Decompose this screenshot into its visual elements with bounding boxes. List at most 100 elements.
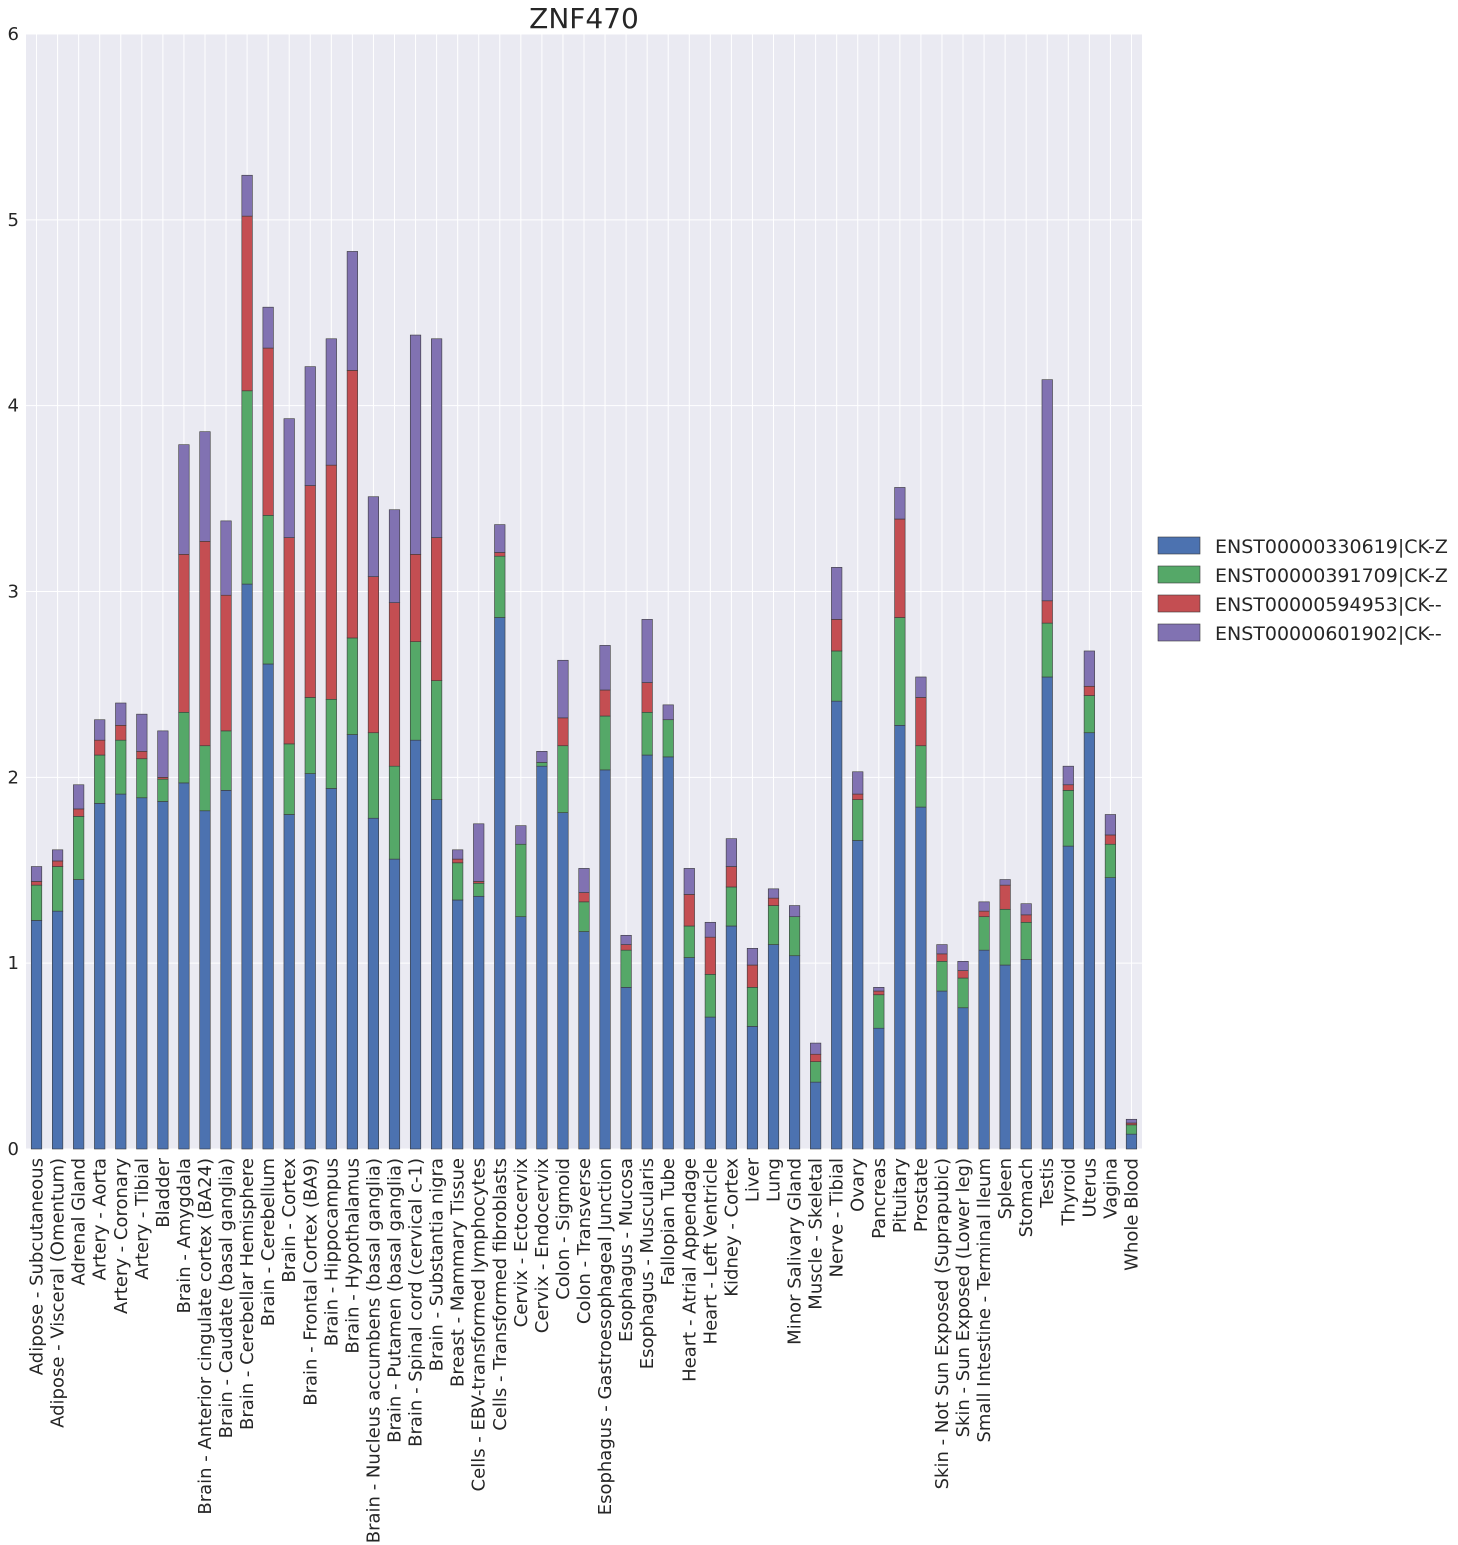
bar-segment-series-3	[199, 541, 211, 747]
bar-segment-series-1	[1062, 845, 1074, 1150]
bar-segment-series-4	[957, 961, 969, 971]
x-tick-label: Brain - Spinal cord (cervical c-1)	[406, 1158, 427, 1447]
y-tick-label: 4	[8, 396, 19, 417]
bar-segment-series-4	[452, 849, 464, 860]
x-tick-label: Esophagus - Mucosa	[616, 1158, 637, 1342]
bar-segment-series-1	[936, 990, 948, 1150]
bar-segment-series-2	[725, 886, 737, 927]
bar-segment-series-3	[936, 953, 948, 962]
x-tick-label: Stomach	[1016, 1158, 1037, 1237]
x-tick-label: Skin - Not Sun Exposed (Suprapubic)	[932, 1158, 953, 1489]
bar-segment-series-2	[283, 743, 295, 815]
bar-segment-series-2	[894, 617, 906, 726]
x-tick-label: Brain - Nucleus accumbens (basal ganglia…	[363, 1158, 384, 1543]
bar-segment-series-1	[367, 817, 379, 1150]
y-tick-label: 6	[8, 24, 19, 45]
bar-segment-series-1	[599, 769, 611, 1150]
x-tick-label: Brain - Putamen (basal ganglia)	[384, 1158, 405, 1443]
bar-segment-series-1	[94, 803, 106, 1150]
bar-segment-series-2	[957, 977, 969, 1009]
bar-segment-series-2	[325, 698, 337, 789]
bar-segment-series-2	[494, 555, 506, 618]
x-tick-label: Colon - Transverse	[574, 1158, 595, 1324]
bar-segment-series-4	[557, 659, 569, 719]
x-tick-label: Bladder	[153, 1157, 174, 1227]
bar-segment-series-1	[536, 765, 548, 1150]
bar-segment-series-1	[304, 773, 316, 1150]
bar-segment-series-4	[157, 730, 169, 778]
bar-segment-series-4	[325, 338, 337, 466]
y-axis: 0 1 2 3 4 5 6	[8, 24, 19, 1160]
bar-segment-series-1	[1041, 676, 1053, 1150]
bar-segment-series-4	[304, 366, 316, 486]
bar-segment-series-1	[683, 957, 695, 1150]
y-tick-label: 1	[8, 953, 19, 974]
bar-segment-series-4	[30, 866, 43, 882]
bar-segment-series-1	[831, 700, 843, 1150]
bar-segment-series-3	[115, 724, 127, 741]
bar-segment-series-4	[683, 868, 695, 895]
bar-segment-series-3	[388, 602, 401, 767]
bar-segment-series-2	[662, 719, 674, 758]
bar-segment-series-1	[473, 895, 485, 1150]
bar-segment-series-1	[283, 814, 295, 1150]
bar-segment-series-4	[473, 823, 485, 882]
bar-segment-series-1	[30, 920, 43, 1150]
bar-segment-series-1	[557, 812, 569, 1150]
bar-segment-series-2	[1083, 695, 1095, 734]
bar-segment-series-4	[536, 751, 548, 763]
bar-segment-series-1	[999, 964, 1011, 1150]
bar-segment-series-4	[73, 784, 85, 810]
bar-segment-series-4	[894, 487, 906, 520]
bar-segment-series-3	[852, 793, 864, 800]
bar-segment-series-3	[304, 485, 316, 698]
chart-title: ZNF470	[529, 2, 639, 35]
bar-segment-series-3	[1041, 600, 1053, 624]
legend-swatch	[1157, 623, 1201, 642]
bars	[30, 174, 1138, 1150]
bar-segment-series-2	[536, 762, 548, 767]
x-tick-label: Muscle - Skeletal	[806, 1158, 827, 1310]
bar-segment-series-1	[957, 1007, 969, 1150]
bar-segment-series-1	[725, 925, 737, 1150]
bar-segment-series-3	[704, 936, 716, 975]
bar-segment-series-2	[978, 916, 990, 951]
bar-segment-series-3	[136, 751, 148, 760]
bar-segment-series-2	[262, 515, 274, 665]
x-tick-label: Artery - Aorta	[90, 1158, 111, 1280]
x-tick-label: Skin - Sun Exposed (Lower leg)	[953, 1158, 974, 1437]
bar-segment-series-4	[810, 1042, 822, 1055]
bar-segment-series-4	[388, 509, 401, 603]
bar-segment-series-1	[746, 1026, 759, 1150]
x-tick-label: Minor Salivary Gland	[785, 1158, 806, 1345]
bar-segment-series-3	[241, 215, 253, 392]
bar-segment-series-2	[1104, 843, 1116, 878]
y-tick-label: 2	[8, 767, 19, 788]
bar-segment-series-1	[662, 756, 674, 1150]
bar-segment-series-2	[578, 901, 590, 932]
bar-segment-series-4	[409, 334, 422, 555]
x-tick-label: Lung	[764, 1158, 785, 1202]
bar-segment-series-4	[999, 879, 1011, 886]
bar-segment-series-3	[915, 697, 927, 747]
x-tick-label: Brain - Cortex	[279, 1158, 300, 1283]
bar-segment-series-3	[767, 897, 780, 906]
bar-segment-series-4	[746, 947, 759, 966]
bar-segment-series-2	[115, 739, 127, 795]
x-tick-label: Artery - Tibial	[132, 1158, 153, 1280]
bar-segment-series-2	[1020, 921, 1032, 960]
bar-segment-series-4	[1020, 903, 1032, 916]
x-tick-label: Adrenal Gland	[69, 1158, 90, 1285]
x-tick-label: Adipose - Subcutaneous	[27, 1158, 48, 1375]
x-tick-label: Prostate	[911, 1158, 932, 1232]
legend-label: ENST00000594953|CK--	[1215, 594, 1442, 616]
x-tick-label: Brain - Frontal Cortex (BA9)	[300, 1158, 321, 1406]
bar-segment-series-2	[515, 843, 527, 918]
bar-segment-series-2	[704, 974, 716, 1018]
bar-segment-series-1	[199, 810, 211, 1150]
bar-segment-series-2	[199, 745, 211, 812]
bar-segment-series-2	[915, 745, 927, 808]
bar-segment-series-4	[873, 987, 885, 992]
bar-segment-series-2	[94, 754, 106, 804]
bar-segment-series-3	[641, 682, 653, 713]
